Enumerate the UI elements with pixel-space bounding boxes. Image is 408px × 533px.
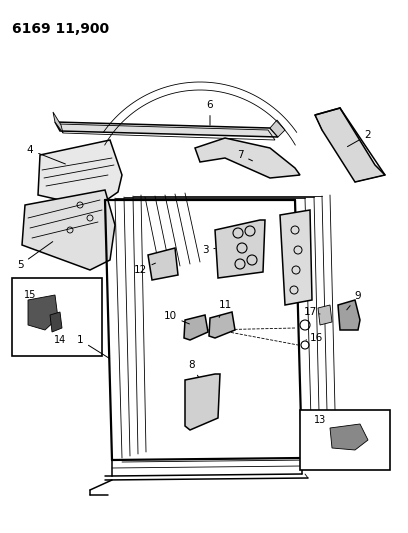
Text: 15: 15 (24, 290, 36, 300)
Text: 11: 11 (218, 300, 232, 318)
Polygon shape (148, 248, 178, 280)
Polygon shape (209, 312, 235, 338)
Text: 1: 1 (77, 335, 110, 359)
Polygon shape (215, 220, 265, 278)
Polygon shape (55, 122, 278, 137)
Text: 16: 16 (306, 333, 323, 343)
Bar (300, 410, 390, 470)
Text: 3: 3 (202, 245, 215, 255)
Polygon shape (338, 300, 360, 330)
Polygon shape (184, 315, 208, 340)
Polygon shape (50, 312, 62, 332)
Text: 6: 6 (207, 100, 213, 125)
Text: 5: 5 (17, 241, 53, 270)
Polygon shape (28, 295, 58, 330)
Polygon shape (280, 210, 312, 305)
Bar (12, 278, 102, 356)
Polygon shape (22, 190, 115, 270)
Text: 7: 7 (237, 150, 253, 161)
Text: 13: 13 (314, 415, 326, 425)
Polygon shape (53, 112, 63, 133)
Text: 14: 14 (54, 335, 66, 345)
Polygon shape (270, 120, 285, 137)
Polygon shape (330, 424, 368, 450)
Text: 9: 9 (347, 291, 361, 310)
Text: 12: 12 (133, 263, 155, 275)
Text: 17: 17 (304, 307, 320, 317)
Text: 6169 11,900: 6169 11,900 (12, 22, 109, 36)
Text: 8: 8 (188, 360, 199, 377)
Text: 10: 10 (164, 311, 189, 324)
Text: 4: 4 (27, 145, 65, 164)
Polygon shape (185, 374, 220, 430)
Polygon shape (195, 138, 300, 178)
Text: 2: 2 (348, 130, 371, 147)
Polygon shape (38, 140, 122, 208)
Polygon shape (318, 305, 332, 325)
Polygon shape (315, 108, 385, 182)
